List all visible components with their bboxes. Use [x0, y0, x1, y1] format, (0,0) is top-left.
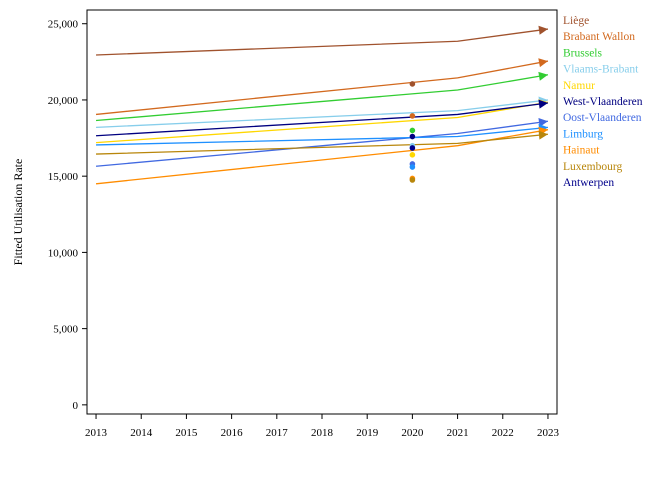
series-line — [96, 126, 549, 146]
series-point-2020 — [409, 133, 416, 140]
series-line — [96, 28, 549, 56]
series-points — [409, 81, 416, 183]
x-tick-label: 2023 — [537, 427, 560, 439]
y-axis: 0 5,000 10,000 15,000 20,000 25,000 — [48, 19, 87, 412]
y-tick-label: 10,000 — [48, 247, 79, 259]
series-line — [96, 102, 549, 137]
legend-entry: Antwerpen — [563, 177, 614, 189]
y-tick-label: 5,000 — [53, 324, 78, 336]
x-tick-label: 2019 — [356, 427, 379, 439]
series-line — [95, 74, 549, 122]
x-tick-label: 2015 — [175, 427, 198, 439]
legend-entry: Oost-Vlaanderen — [563, 112, 642, 124]
series-point-2020 — [409, 145, 416, 151]
legend-entry: Limburg — [563, 128, 603, 140]
x-tick-label: 2021 — [447, 427, 469, 439]
legend-entry: Vlaams-Brabant — [563, 64, 639, 76]
legend-entry: Brussels — [563, 47, 603, 59]
series-line — [96, 133, 549, 155]
x-tick-label: 2013 — [85, 427, 108, 439]
legend-entry: Liège — [563, 15, 589, 27]
series-line — [95, 120, 549, 167]
series-arrowhead — [538, 130, 548, 140]
x-tick-label: 2020 — [401, 427, 424, 439]
legend-entry: Hainaut — [563, 145, 600, 157]
series-point-2020 — [409, 152, 416, 158]
series-line — [95, 129, 549, 185]
x-axis: 2013 2014 2015 2016 2017 2018 2019 2020 2021 2022… — [85, 414, 559, 439]
legend-entry: West-Vlaanderen — [563, 96, 643, 108]
x-tick-label: 2018 — [311, 427, 334, 439]
series-line — [96, 99, 549, 129]
series-arrowhead — [538, 71, 548, 81]
x-tick-label: 2014 — [130, 427, 153, 439]
y-tick-label: 0 — [73, 400, 79, 412]
plot-frame — [86, 9, 558, 415]
series-line — [95, 60, 549, 116]
y-axis-title: Fitted Utilisation Rate — [11, 159, 25, 266]
x-tick-label: 2022 — [492, 427, 514, 439]
series-point-2020 — [409, 113, 416, 119]
legend-entry: Brabant Wallon — [563, 31, 635, 43]
series-point-2020 — [409, 127, 416, 134]
series-arrowhead — [538, 25, 548, 35]
legend-entry: Luxembourg — [563, 161, 622, 173]
series-arrowhead — [538, 99, 548, 109]
legend: Liège Brabant Wallon Brussels Vlaams-Braban… — [563, 15, 643, 189]
series-arrowhead — [538, 58, 548, 68]
series-point-2020 — [409, 177, 416, 183]
series-point-2020 — [409, 164, 416, 170]
series-point-2020 — [409, 81, 416, 87]
y-tick-label: 20,000 — [48, 95, 79, 107]
y-tick-label: 15,000 — [48, 171, 79, 183]
x-tick-label: 2017 — [266, 427, 289, 439]
legend-entry: Namur — [563, 80, 595, 92]
x-tick-label: 2016 — [221, 427, 244, 439]
y-tick-label: 25,000 — [48, 19, 79, 31]
series-lines — [95, 25, 549, 185]
